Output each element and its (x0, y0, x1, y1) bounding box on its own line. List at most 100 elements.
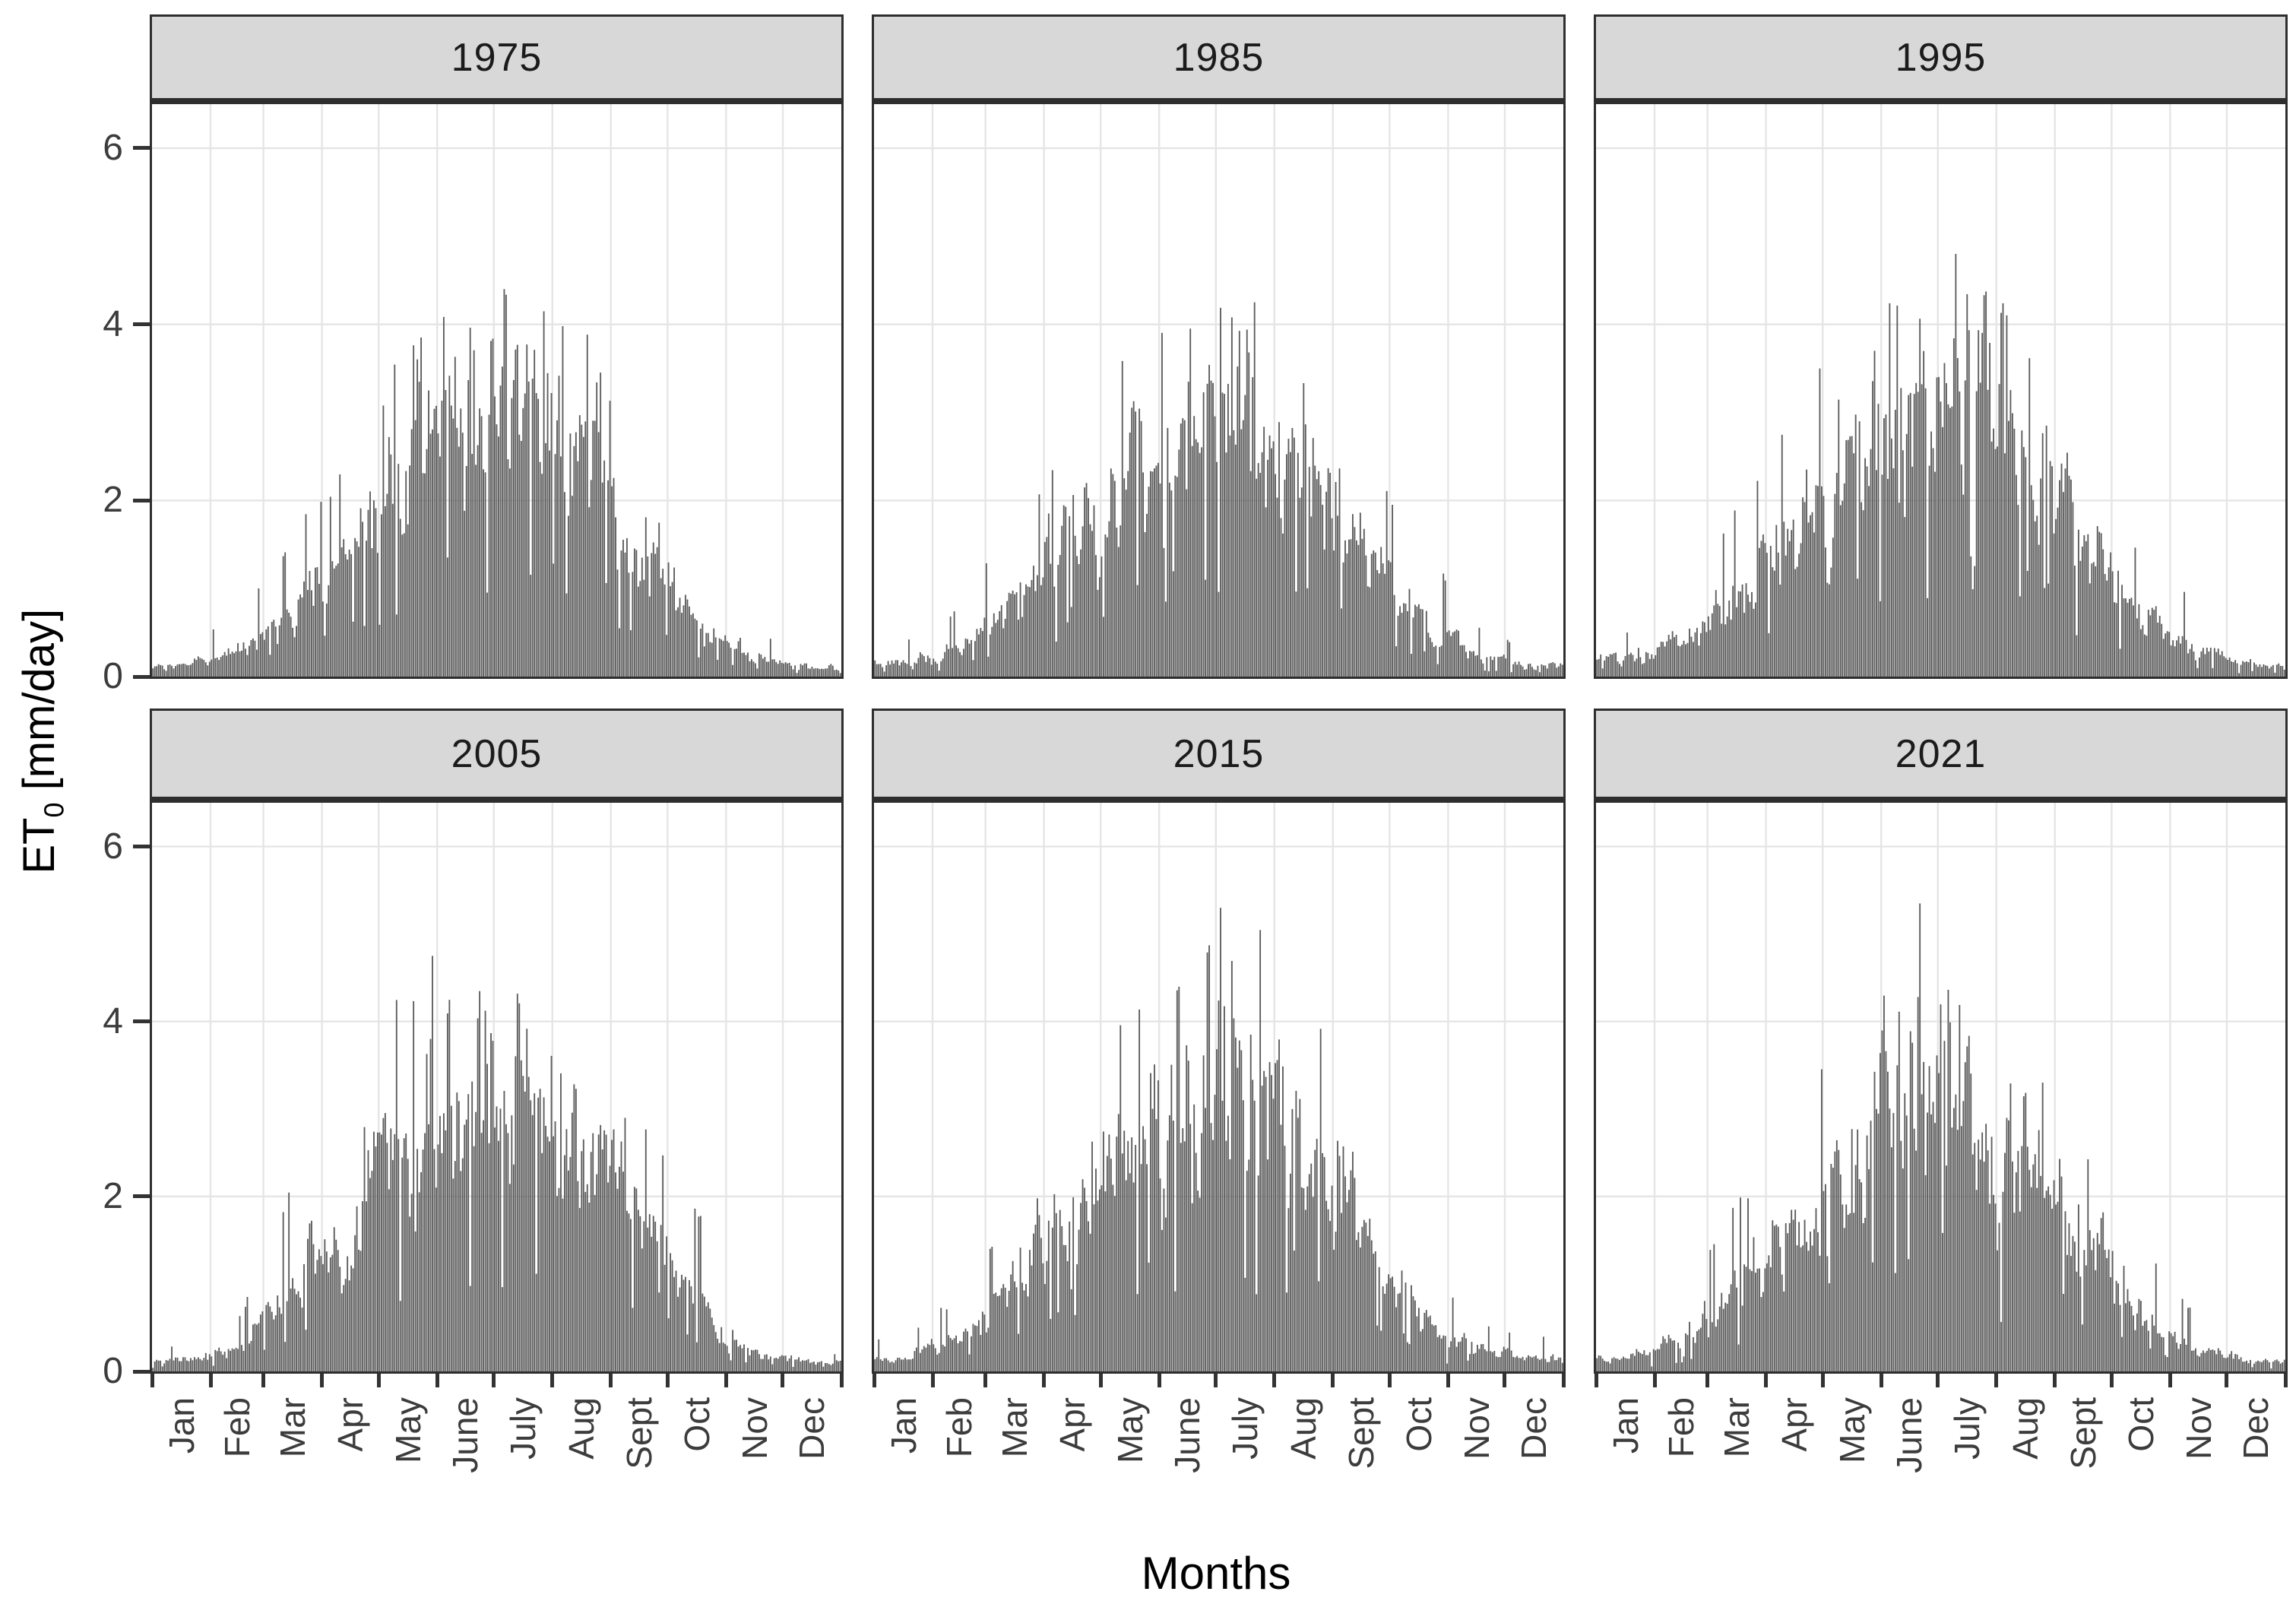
facet-panel-1995 (1594, 102, 2288, 679)
y-tick-mark (133, 146, 150, 151)
facet-label-2005: 2005 (451, 731, 543, 776)
facet-strip-1985: 1985 (872, 14, 1566, 102)
y-tick-label: 2 (103, 480, 123, 521)
x-tick-mark (724, 1374, 728, 1387)
gridlines (152, 104, 841, 677)
x-tick-label-month: Jan (161, 1397, 201, 1454)
y-tick-mark (133, 1194, 150, 1199)
y-tick-label: 4 (103, 1000, 123, 1041)
y-tick-label: 0 (103, 1351, 123, 1391)
facet-chart-2015 (874, 803, 1563, 1371)
y-tick-mark (133, 322, 150, 327)
x-tick-label-month: Nov (734, 1397, 774, 1460)
x-tick-label-month: Feb (1661, 1397, 1701, 1458)
x-tick-label-month: Aug (562, 1397, 602, 1460)
y-tick-label: 6 (103, 127, 123, 168)
x-tick-label-month: Apr (330, 1397, 370, 1452)
x-tick-mark (1272, 1374, 1277, 1387)
bars (1596, 253, 2285, 677)
facet-label-1985: 1985 (1173, 35, 1265, 80)
x-tick-mark (1331, 1374, 1335, 1387)
gridlines (1596, 104, 2285, 677)
x-tick-mark (1446, 1374, 1450, 1387)
x-tick-label-month: May (1832, 1397, 1872, 1463)
facet-panel-1985 (872, 102, 1566, 679)
x-tick-mark (2225, 1374, 2229, 1387)
x-tick-label-month: Feb (217, 1397, 257, 1458)
facet-label-2015: 2015 (1173, 731, 1265, 776)
facet-chart-2021 (1596, 803, 2285, 1371)
x-tick-mark (492, 1374, 496, 1387)
x-tick-label-month: Oct (1398, 1397, 1439, 1452)
facet-panel-2005 (150, 800, 844, 1374)
x-tick-label-month: July (503, 1397, 543, 1460)
x-tick-mark (2109, 1374, 2114, 1387)
facet-chart-2005 (152, 803, 841, 1371)
x-tick-label-month: Nov (1456, 1397, 1496, 1460)
x-tick-mark (376, 1374, 381, 1387)
x-tick-mark (150, 1374, 154, 1387)
bars (874, 908, 1563, 1371)
x-tick-label-month: Nov (2178, 1397, 2218, 1460)
x-tick-label-month: Mar (1717, 1397, 1757, 1458)
x-tick-mark (1994, 1374, 1999, 1387)
y-tick-mark (133, 674, 150, 679)
x-tick-label-month: May (1110, 1397, 1150, 1463)
x-tick-label-month: June (1889, 1397, 1930, 1473)
facet-panel-2015 (872, 800, 1566, 1374)
x-tick-label-month: May (388, 1397, 428, 1463)
x-tick-label-month: Aug (2006, 1397, 2046, 1460)
facet-chart-1975 (152, 104, 841, 677)
x-tick-mark (320, 1374, 325, 1387)
x-tick-label-month: July (1225, 1397, 1265, 1460)
bars (152, 956, 841, 1371)
gridlines (874, 803, 1563, 1371)
x-tick-mark (1157, 1374, 1161, 1387)
x-tick-mark (1098, 1374, 1103, 1387)
facet-strip-1975: 1975 (150, 14, 844, 102)
x-tick-mark (1879, 1374, 1883, 1387)
x-tick-label-month: Feb (939, 1397, 979, 1458)
gridlines (1596, 803, 2285, 1371)
x-tick-label-month: Mar (995, 1397, 1035, 1458)
x-tick-mark (261, 1374, 266, 1387)
x-tick-label-month: Apr (1774, 1397, 1814, 1452)
x-tick-label-month: Sept (619, 1397, 660, 1469)
x-tick-mark (872, 1374, 876, 1387)
x-tick-mark (609, 1374, 613, 1387)
bars (1596, 903, 2285, 1371)
facet-label-1995: 1995 (1895, 35, 1987, 80)
x-tick-mark (1503, 1374, 1507, 1387)
facet-chart-1995 (1596, 104, 2285, 677)
y-tick-label: 2 (103, 1175, 123, 1216)
x-tick-label-month: Dec (2236, 1397, 2276, 1460)
x-tick-mark (1042, 1374, 1047, 1387)
bars (874, 302, 1563, 677)
x-tick-label-month: Mar (273, 1397, 313, 1458)
x-tick-mark (1652, 1374, 1657, 1387)
x-tick-label-month: Oct (676, 1397, 717, 1452)
facet-label-1975: 1975 (451, 35, 543, 80)
bars (152, 289, 841, 677)
x-tick-mark (1561, 1374, 1566, 1387)
y-tick-mark (133, 498, 150, 502)
x-tick-label-month: June (1167, 1397, 1208, 1473)
x-tick-mark (1214, 1374, 1218, 1387)
x-axis-title: Months (1141, 1548, 1291, 1599)
y-tick-mark (133, 1019, 150, 1024)
x-tick-label-month: Jan (1605, 1397, 1645, 1454)
x-tick-mark (550, 1374, 555, 1387)
x-tick-mark (1387, 1374, 1392, 1387)
gridlines (874, 104, 1563, 677)
y-tick-label: 4 (103, 303, 123, 344)
x-tick-mark (2168, 1374, 2172, 1387)
facet-strip-1995: 1995 (1594, 14, 2288, 102)
y-tick-label: 6 (103, 826, 123, 867)
y-axis-title-units: [mm/day] (14, 608, 64, 803)
x-tick-label-month: Aug (1284, 1397, 1324, 1460)
x-tick-mark (1764, 1374, 1769, 1387)
facet-strip-2021: 2021 (1594, 709, 2288, 800)
x-tick-mark (665, 1374, 670, 1387)
y-axis-title: ET0 [mm/day] (0, 0, 84, 1482)
